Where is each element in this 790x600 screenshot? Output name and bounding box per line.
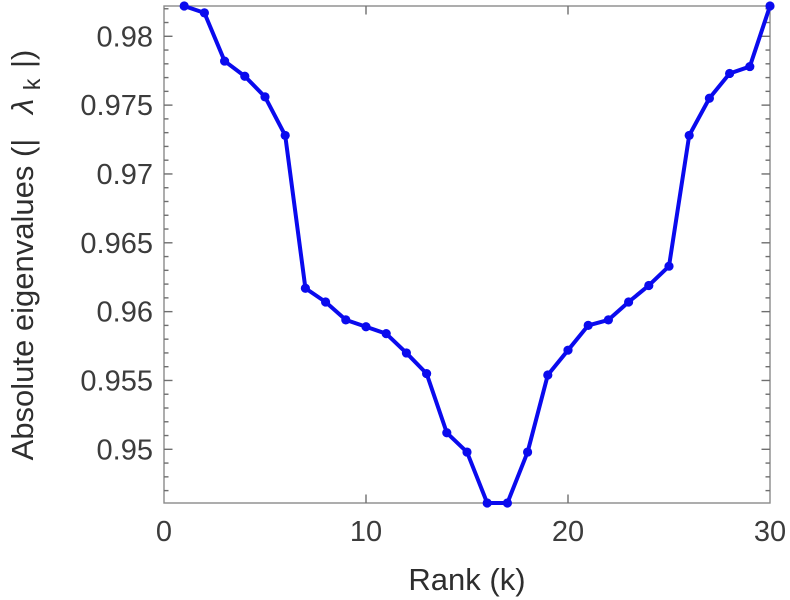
data-point-marker: [543, 370, 553, 380]
data-point-marker: [563, 345, 573, 355]
data-point-marker: [745, 61, 755, 72]
data-point-marker: [502, 498, 512, 508]
x-axis-label: Rank (k): [408, 562, 525, 597]
data-point-marker: [422, 368, 432, 379]
y-tick-label: 0.975: [80, 90, 153, 122]
data-point-marker: [179, 1, 189, 11]
data-point-marker: [321, 297, 331, 307]
data-point-marker: [300, 283, 310, 293]
y-axis-label: Absolute eigenvalues (| λ k |): [5, 50, 47, 461]
data-point-marker: [240, 71, 250, 81]
data-point-marker: [765, 1, 775, 11]
axes-box: [163, 5, 771, 504]
lambda-symbol: λ: [5, 99, 40, 116]
data-point-marker: [644, 280, 654, 291]
y-axis-label-prefix: Absolute eigenvalues (|: [5, 139, 40, 461]
x-tick-label: 30: [754, 516, 786, 548]
data-point-marker: [401, 348, 411, 358]
series-line-absolute-eigenvalues: [182, 4, 772, 505]
data-point-marker: [583, 320, 593, 331]
data-point-marker: [624, 297, 634, 307]
data-point-marker: [684, 130, 694, 141]
data-point-marker: [704, 93, 715, 103]
lambda-subscript: k: [19, 78, 45, 90]
y-axis-label-suffix: |): [5, 50, 40, 68]
x-tick-label: 10: [350, 516, 382, 548]
x-tick-label: 0: [156, 516, 172, 548]
x-tick-label: 20: [552, 516, 584, 548]
data-point-marker: [462, 447, 472, 457]
data-point-marker: [361, 322, 371, 332]
data-point-marker: [664, 261, 674, 271]
data-point-marker: [220, 56, 230, 66]
y-tick-label: 0.98: [97, 21, 153, 53]
axes-layer: [163, 5, 771, 504]
data-point-marker: [199, 8, 209, 18]
y-tick-label: 0.97: [97, 159, 153, 191]
y-tick-label: 0.96: [97, 297, 153, 329]
data-point-marker: [260, 92, 270, 102]
data-point-marker: [725, 68, 735, 79]
data-point-marker: [482, 498, 492, 508]
data-point-marker: [442, 428, 452, 438]
series-layer: [179, 1, 775, 508]
y-tick-label: 0.95: [97, 434, 153, 466]
minor-tick-layer: [164, 8, 770, 492]
y-tick-label: 0.965: [80, 228, 153, 260]
major-tick-layer: [164, 6, 770, 503]
data-point-marker: [523, 447, 533, 457]
y-tick-label: 0.955: [80, 365, 153, 397]
tick-label-layer: 0 10 20 30 0.95 0.955 0.96 0.965 0.97 0.975 0.98: [80, 21, 786, 548]
data-point-marker: [381, 329, 391, 339]
data-point-marker: [603, 315, 614, 325]
data-point-marker: [280, 130, 290, 141]
data-point-marker: [341, 315, 351, 325]
